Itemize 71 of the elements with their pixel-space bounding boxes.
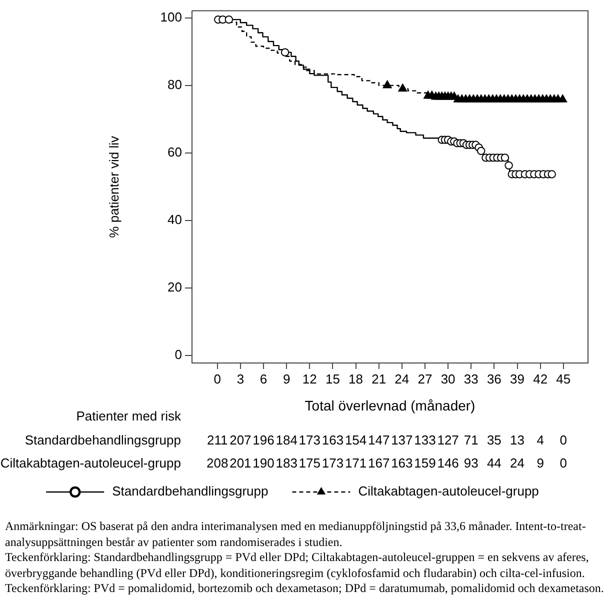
text: 4 — [536, 432, 544, 448]
legend-label: Standardbehandlingsgrupp — [112, 484, 268, 499]
x-tick-label: 36 — [486, 371, 502, 386]
point — [548, 170, 556, 178]
text: 167 — [368, 456, 390, 471]
x-tick-label: 15 — [325, 371, 340, 386]
text: 175 — [298, 456, 320, 471]
x-tick-label: 21 — [372, 371, 386, 386]
text: 211 — [207, 432, 228, 448]
text: 93 — [464, 456, 478, 471]
text: 0 — [560, 432, 568, 448]
y-tick-label: 40 — [168, 212, 182, 228]
point — [398, 84, 408, 92]
text: 196 — [252, 432, 274, 448]
text: 154 — [344, 432, 367, 448]
text: 208 — [206, 456, 228, 471]
x-tick-label: 27 — [418, 371, 432, 386]
text: 71 — [464, 432, 478, 448]
point — [382, 80, 392, 88]
point — [500, 154, 510, 162]
point — [477, 146, 486, 156]
x-tick-label: 24 — [394, 371, 410, 386]
text: Anmärkningar: OS baserat på den andra interimanalysen med en medianuppföljningstid på 33,6 månader. Intent-to-treat-analysuppsättningen består av patienter som randomiserades i studien. — [5, 519, 587, 550]
x-tick-label: 42 — [533, 371, 548, 386]
text: 9 — [536, 456, 544, 471]
text: 163 — [391, 456, 413, 471]
x-tick-label: 12 — [302, 371, 317, 386]
text: Ciltakabtagen-autoleucel-grupp — [0, 456, 181, 471]
point — [558, 94, 568, 102]
y-tick-label: 100 — [160, 9, 182, 24]
y-axis-title: % patienter vid liv — [106, 135, 122, 238]
text: 163 — [322, 432, 344, 448]
x-tick-label: 6 — [260, 371, 268, 386]
x-tick-label: 18 — [348, 371, 364, 386]
text: 171 — [344, 456, 367, 471]
text: Teckenförklaring: Standardbehandlingsgrupp = PVd eller DPd; Ciltakabtagen-autoleucel-gruppen = en sekvens av aferes, överbryggande behandling (PVd eller DPd), konditioneringsregim (cyklofosfamid och fludarabin) och cilta-cel-infusion. — [5, 550, 590, 581]
text: 159 — [414, 456, 436, 471]
legend-label: Ciltakabtagen-autoleucel-grupp — [358, 484, 539, 499]
text: 173 — [322, 456, 344, 471]
text: Patienter med risk — [76, 408, 182, 424]
text: 184 — [276, 432, 298, 448]
text: Teckenförklaring: PVd = pomalidomid, bortezomib och dexametason; DPd = daratumumab, pomalidomid och dexametason. — [5, 581, 605, 596]
y-tick-label: 20 — [168, 280, 182, 295]
x-tick-label: 30 — [440, 371, 456, 386]
text: Standardbehandlingsgrupp — [24, 432, 181, 448]
text: 35 — [486, 432, 502, 448]
x-axis-title: Total överlevnad (månader) — [304, 397, 476, 414]
x-tick-label: 39 — [510, 371, 524, 386]
text: 173 — [298, 432, 320, 448]
text: 44 — [486, 456, 502, 471]
text: 207 — [230, 432, 252, 448]
y-tick-label: 80 — [168, 77, 182, 92]
y-tick-label: 0 — [174, 347, 182, 362]
text: 190 — [252, 456, 274, 471]
y-tick-label: 60 — [168, 144, 182, 160]
text: 0 — [560, 456, 568, 471]
text: 127 — [437, 432, 459, 448]
text: 201 — [230, 456, 252, 471]
point — [504, 161, 513, 170]
text: 147 — [368, 432, 390, 448]
x-tick-label: 3 — [236, 371, 244, 386]
text: 183 — [276, 456, 298, 471]
text: 13 — [510, 432, 524, 448]
x-tick-label: 0 — [214, 371, 221, 386]
x-tick-label: 33 — [464, 371, 478, 386]
x-tick-label: 9 — [282, 371, 290, 386]
text: 137 — [391, 432, 413, 448]
text: 133 — [414, 432, 436, 448]
x-tick-label: 45 — [556, 371, 571, 386]
text: 24 — [510, 456, 524, 471]
text: 146 — [437, 456, 459, 471]
